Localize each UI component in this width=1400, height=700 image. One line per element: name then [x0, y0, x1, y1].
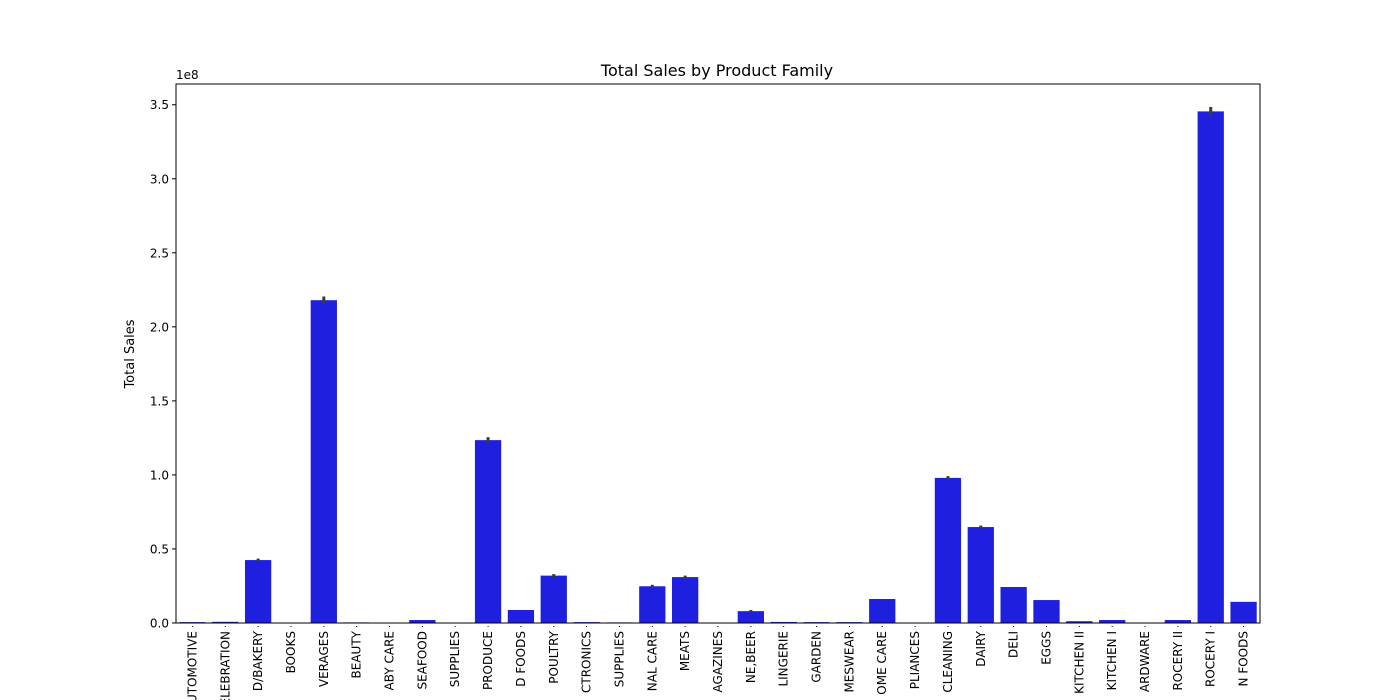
x-axis-ticks: AUTOMOTIVE CELEBRATION D/BAKERY BOOKS VERAGE…: [185, 626, 1251, 700]
x-tick-label: SUPPLIES: [612, 631, 626, 687]
error-bars-group: [256, 106, 1213, 613]
bar-celebration: [212, 621, 239, 623]
x-tick-label: D/BAKERY: [251, 630, 265, 691]
bars-group: [179, 111, 1257, 624]
bar-produce: [474, 440, 502, 624]
bar-poultry: [540, 575, 567, 623]
y-tick-label: 3.5: [150, 98, 169, 112]
x-tick-label: MEATS: [678, 631, 692, 671]
x-tick-label: NAL CARE: [645, 631, 659, 691]
bar-eggs: [1033, 600, 1060, 623]
y-tick-label: 0.0: [150, 617, 169, 631]
y-tick-label: 1.0: [150, 468, 169, 482]
bar-prepared-foods: [507, 609, 535, 623]
bar-personal-care: [639, 586, 666, 623]
plot-frame: [175, 83, 1261, 624]
x-tick-label: ROCERY II: [1171, 631, 1185, 691]
x-tick-label: AUTOMOTIVE: [185, 631, 199, 700]
x-tick-label: LINGERIE: [777, 631, 791, 687]
x-tick-label: GARDEN: [810, 631, 824, 683]
chart-title: Total Sales by Product Family: [600, 61, 833, 80]
bar-home-and-kitchen-ii: [1066, 621, 1093, 623]
y-axis-label: Total Sales: [123, 319, 138, 389]
x-tick-label: EGGS: [1039, 631, 1053, 665]
x-tick-label: ABY CARE: [383, 631, 397, 690]
bar-seafood: [409, 620, 436, 623]
x-tick-label: DELI: [1007, 631, 1021, 658]
x-tick-label: BEAUTY: [350, 630, 364, 678]
x-tick-label: CELEBRATION: [218, 631, 232, 700]
x-tick-label: ARDWARE: [1138, 631, 1152, 692]
y-tick-label: 2.5: [150, 246, 169, 260]
x-tick-label: KITCHEN II: [1072, 631, 1086, 694]
bar-beverages: [310, 300, 337, 623]
bar-home-care: [869, 599, 896, 623]
x-tick-label: OME CARE: [875, 631, 889, 695]
bar-deli: [1000, 587, 1027, 623]
bar-home-and-kitchen-i: [1099, 620, 1126, 623]
x-tick-label: CTRONICS: [580, 631, 594, 693]
x-tick-label: MESWEAR: [842, 631, 856, 693]
x-tick-label: NE,BEER: [744, 631, 758, 683]
bar-grocery-ii: [1164, 620, 1192, 623]
bar-cleaning: [934, 477, 962, 623]
x-tick-label: KITCHEN I: [1105, 631, 1119, 690]
y-scale-offset: 1e8: [176, 68, 199, 82]
x-tick-label: ROCERY I: [1204, 631, 1218, 687]
x-tick-label: N FOODS: [1237, 631, 1251, 686]
x-tick-label: SEAFOOD: [415, 631, 429, 689]
x-tick-label: D FOODS: [514, 631, 528, 687]
x-tick-label: AGAZINES: [711, 631, 725, 692]
bar-meats: [672, 577, 699, 623]
y-axis-ticks: 0.0 0.5 1.0 1.5 2.0 2.5 3.0 3.5: [150, 98, 176, 631]
y-tick-label: 2.0: [150, 320, 169, 334]
x-tick-label: BOOKS: [284, 631, 298, 673]
x-tick-label: POULTRY: [547, 630, 561, 683]
bar-frozen-foods: [1230, 601, 1257, 623]
x-tick-label: CLEANING: [941, 631, 955, 693]
y-tick-label: 0.5: [150, 542, 169, 556]
x-tick-label: SUPPLIES: [448, 631, 462, 687]
y-tick-label: 3.0: [150, 172, 169, 186]
x-tick-label: PLIANCES: [908, 631, 922, 689]
bar-lingerie: [770, 621, 797, 623]
bar-grocery-i: [1197, 111, 1224, 623]
x-tick-label: DAIRY: [974, 630, 988, 666]
y-tick-label: 1.5: [150, 394, 169, 408]
bar-dairy: [967, 527, 994, 623]
x-tick-label: PRODUCE: [481, 631, 495, 690]
bar-bread-bakery: [244, 560, 272, 623]
bar-liquor-wine-beer: [737, 611, 764, 623]
x-tick-label: VERAGES: [317, 631, 331, 687]
